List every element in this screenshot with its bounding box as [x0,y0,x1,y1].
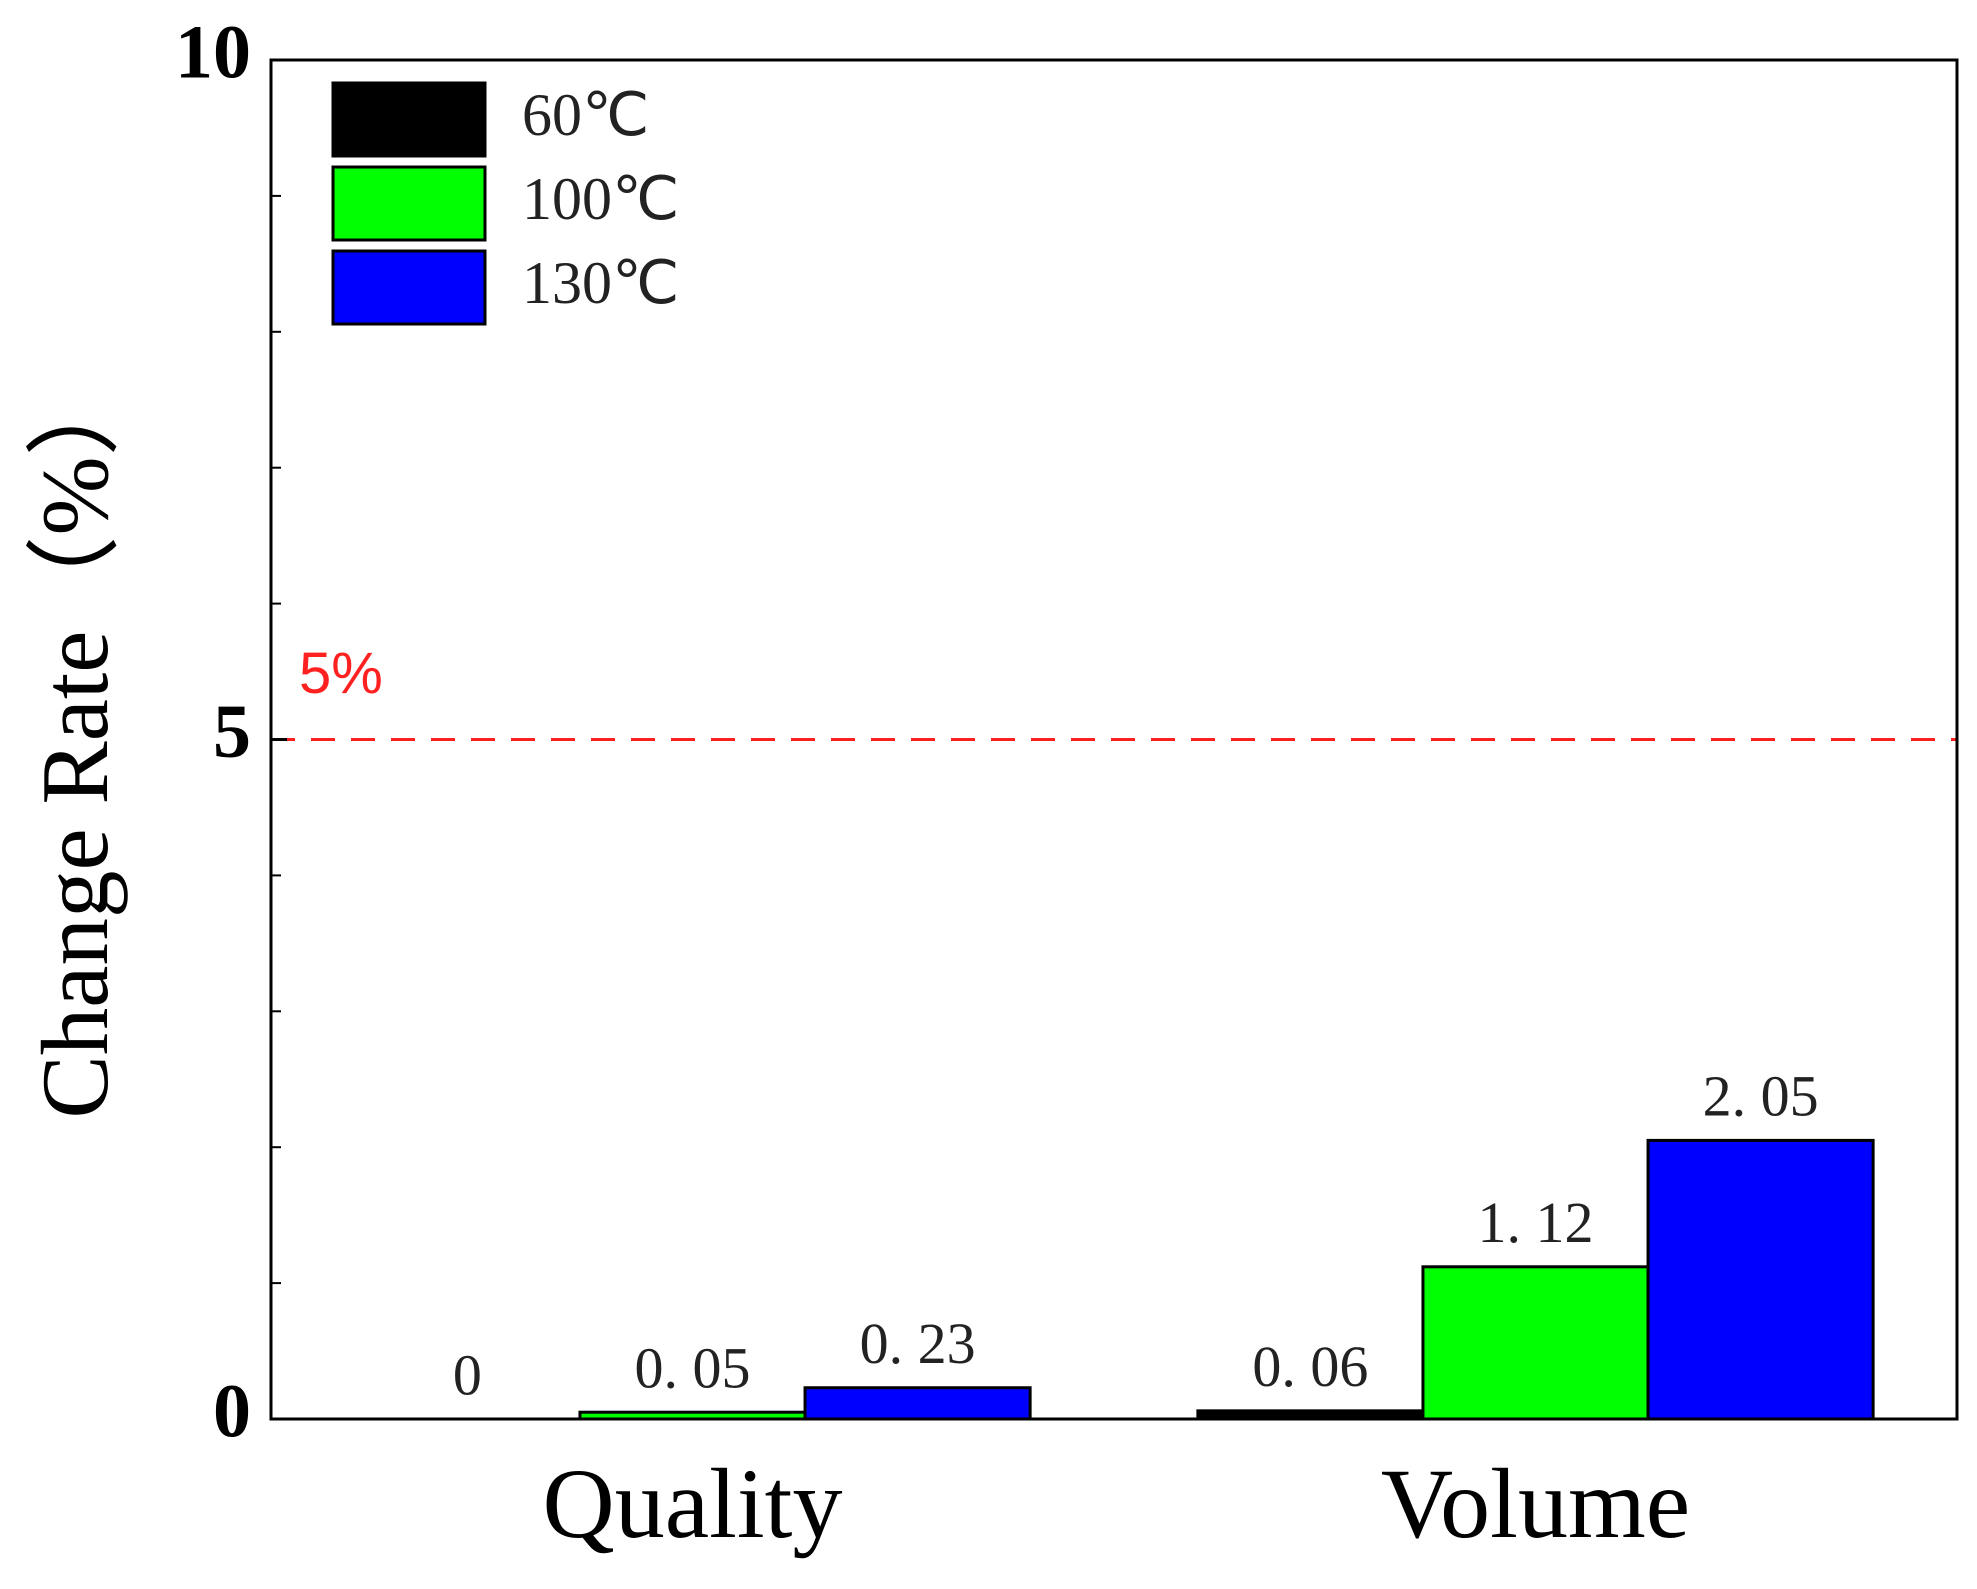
legend-swatch [331,165,487,242]
legend-label: 130℃ [522,250,679,316]
bar [803,1386,1032,1421]
y-axis-label: Change Rate（%） [22,361,128,1118]
legend-label: 100℃ [522,166,679,232]
legend-label: 60℃ [522,82,649,148]
value-label: 0 [453,1342,482,1407]
reference-label: 5% [299,641,383,706]
x-tick-label: Volume [1381,1448,1690,1559]
value-label: 0. 23 [860,1311,976,1376]
y-tick-label: 10 [175,10,251,94]
legend-swatch [331,81,487,158]
bar [1646,1138,1875,1421]
value-label: 1. 12 [1478,1190,1594,1255]
value-label: 0. 06 [1252,1334,1368,1399]
y-tick-label: 0 [213,1369,251,1453]
bar [1421,1265,1650,1421]
value-label: 2. 05 [1703,1064,1819,1129]
x-tick-label: Quality [543,1448,843,1559]
value-label: 0. 05 [635,1336,751,1401]
legend-swatch [331,249,487,326]
y-tick-label: 5 [213,690,251,774]
